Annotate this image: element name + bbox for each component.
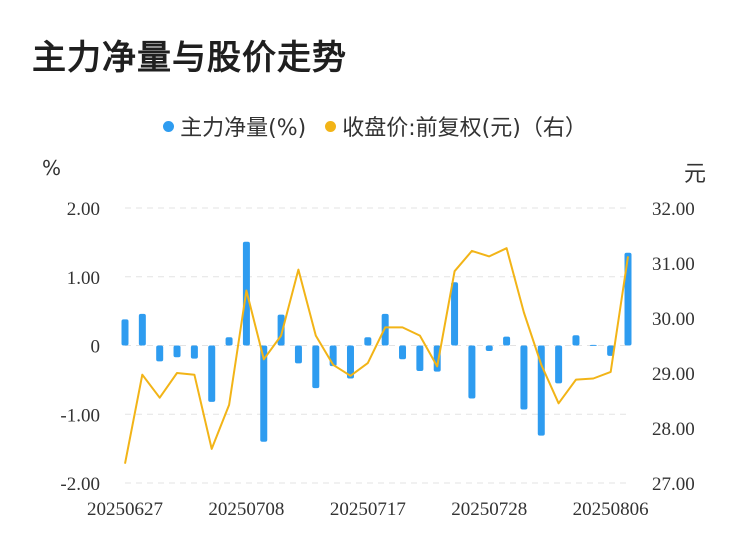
bar	[225, 337, 233, 346]
bar	[520, 345, 528, 410]
y-right-tick-label: 28.00	[652, 419, 695, 440]
y-left-tick-label: -1.00	[60, 405, 100, 426]
bar	[624, 252, 632, 346]
y-right-tick-label: 27.00	[652, 474, 695, 495]
right-axis-unit: 元	[684, 162, 707, 187]
bar	[555, 345, 563, 384]
y-left-tick-label: 2.00	[67, 199, 100, 220]
bar	[312, 345, 320, 389]
x-tick-label: 20250717	[330, 499, 406, 520]
y-right-tick-label: 32.00	[652, 199, 695, 220]
bar	[156, 345, 164, 362]
legend-label-net-volume: 主力净量(%)	[180, 116, 307, 141]
x-tick-label: 20250627	[87, 499, 163, 520]
legend-item-net-volume: 主力净量(%)	[163, 110, 306, 142]
legend-label-close-price: 收盘价:前复权(元)（右）	[342, 116, 587, 141]
bar	[572, 335, 580, 346]
y-left-tick-label: 1.00	[67, 268, 100, 289]
left-axis-unit: %	[42, 156, 62, 180]
legend-item-close-price: 收盘价:前复权(元)（右）	[325, 110, 587, 142]
bar	[503, 336, 511, 346]
bar	[364, 337, 372, 346]
legend: 主力净量(%) 收盘价:前复权(元)（右）	[0, 110, 750, 142]
y-left-tick-label: 0	[91, 337, 101, 358]
y-right-tick-label: 31.00	[652, 254, 695, 275]
y-right-tick-label: 29.00	[652, 364, 695, 385]
bar	[121, 319, 129, 346]
chart-title: 主力净量与股价走势	[32, 38, 347, 78]
bar	[190, 345, 198, 359]
y-right-tick-label: 30.00	[652, 309, 695, 330]
price-line	[124, 247, 629, 464]
bar	[607, 345, 615, 356]
bar	[451, 282, 459, 346]
x-tick-label: 20250708	[208, 499, 284, 520]
bar	[260, 345, 268, 442]
bar	[346, 345, 354, 379]
bar	[208, 345, 216, 402]
bar	[589, 344, 597, 346]
bar	[485, 345, 493, 351]
bar	[294, 345, 302, 364]
bar	[399, 345, 407, 360]
bar	[138, 313, 146, 346]
legend-marker-line	[325, 120, 337, 132]
x-tick-label: 20250728	[451, 499, 527, 520]
x-tick-label: 20250806	[573, 499, 649, 520]
bar	[468, 345, 476, 399]
bar	[416, 345, 424, 371]
legend-marker-bar	[163, 120, 175, 132]
bar	[173, 345, 181, 358]
y-left-tick-label: -2.00	[60, 474, 100, 495]
